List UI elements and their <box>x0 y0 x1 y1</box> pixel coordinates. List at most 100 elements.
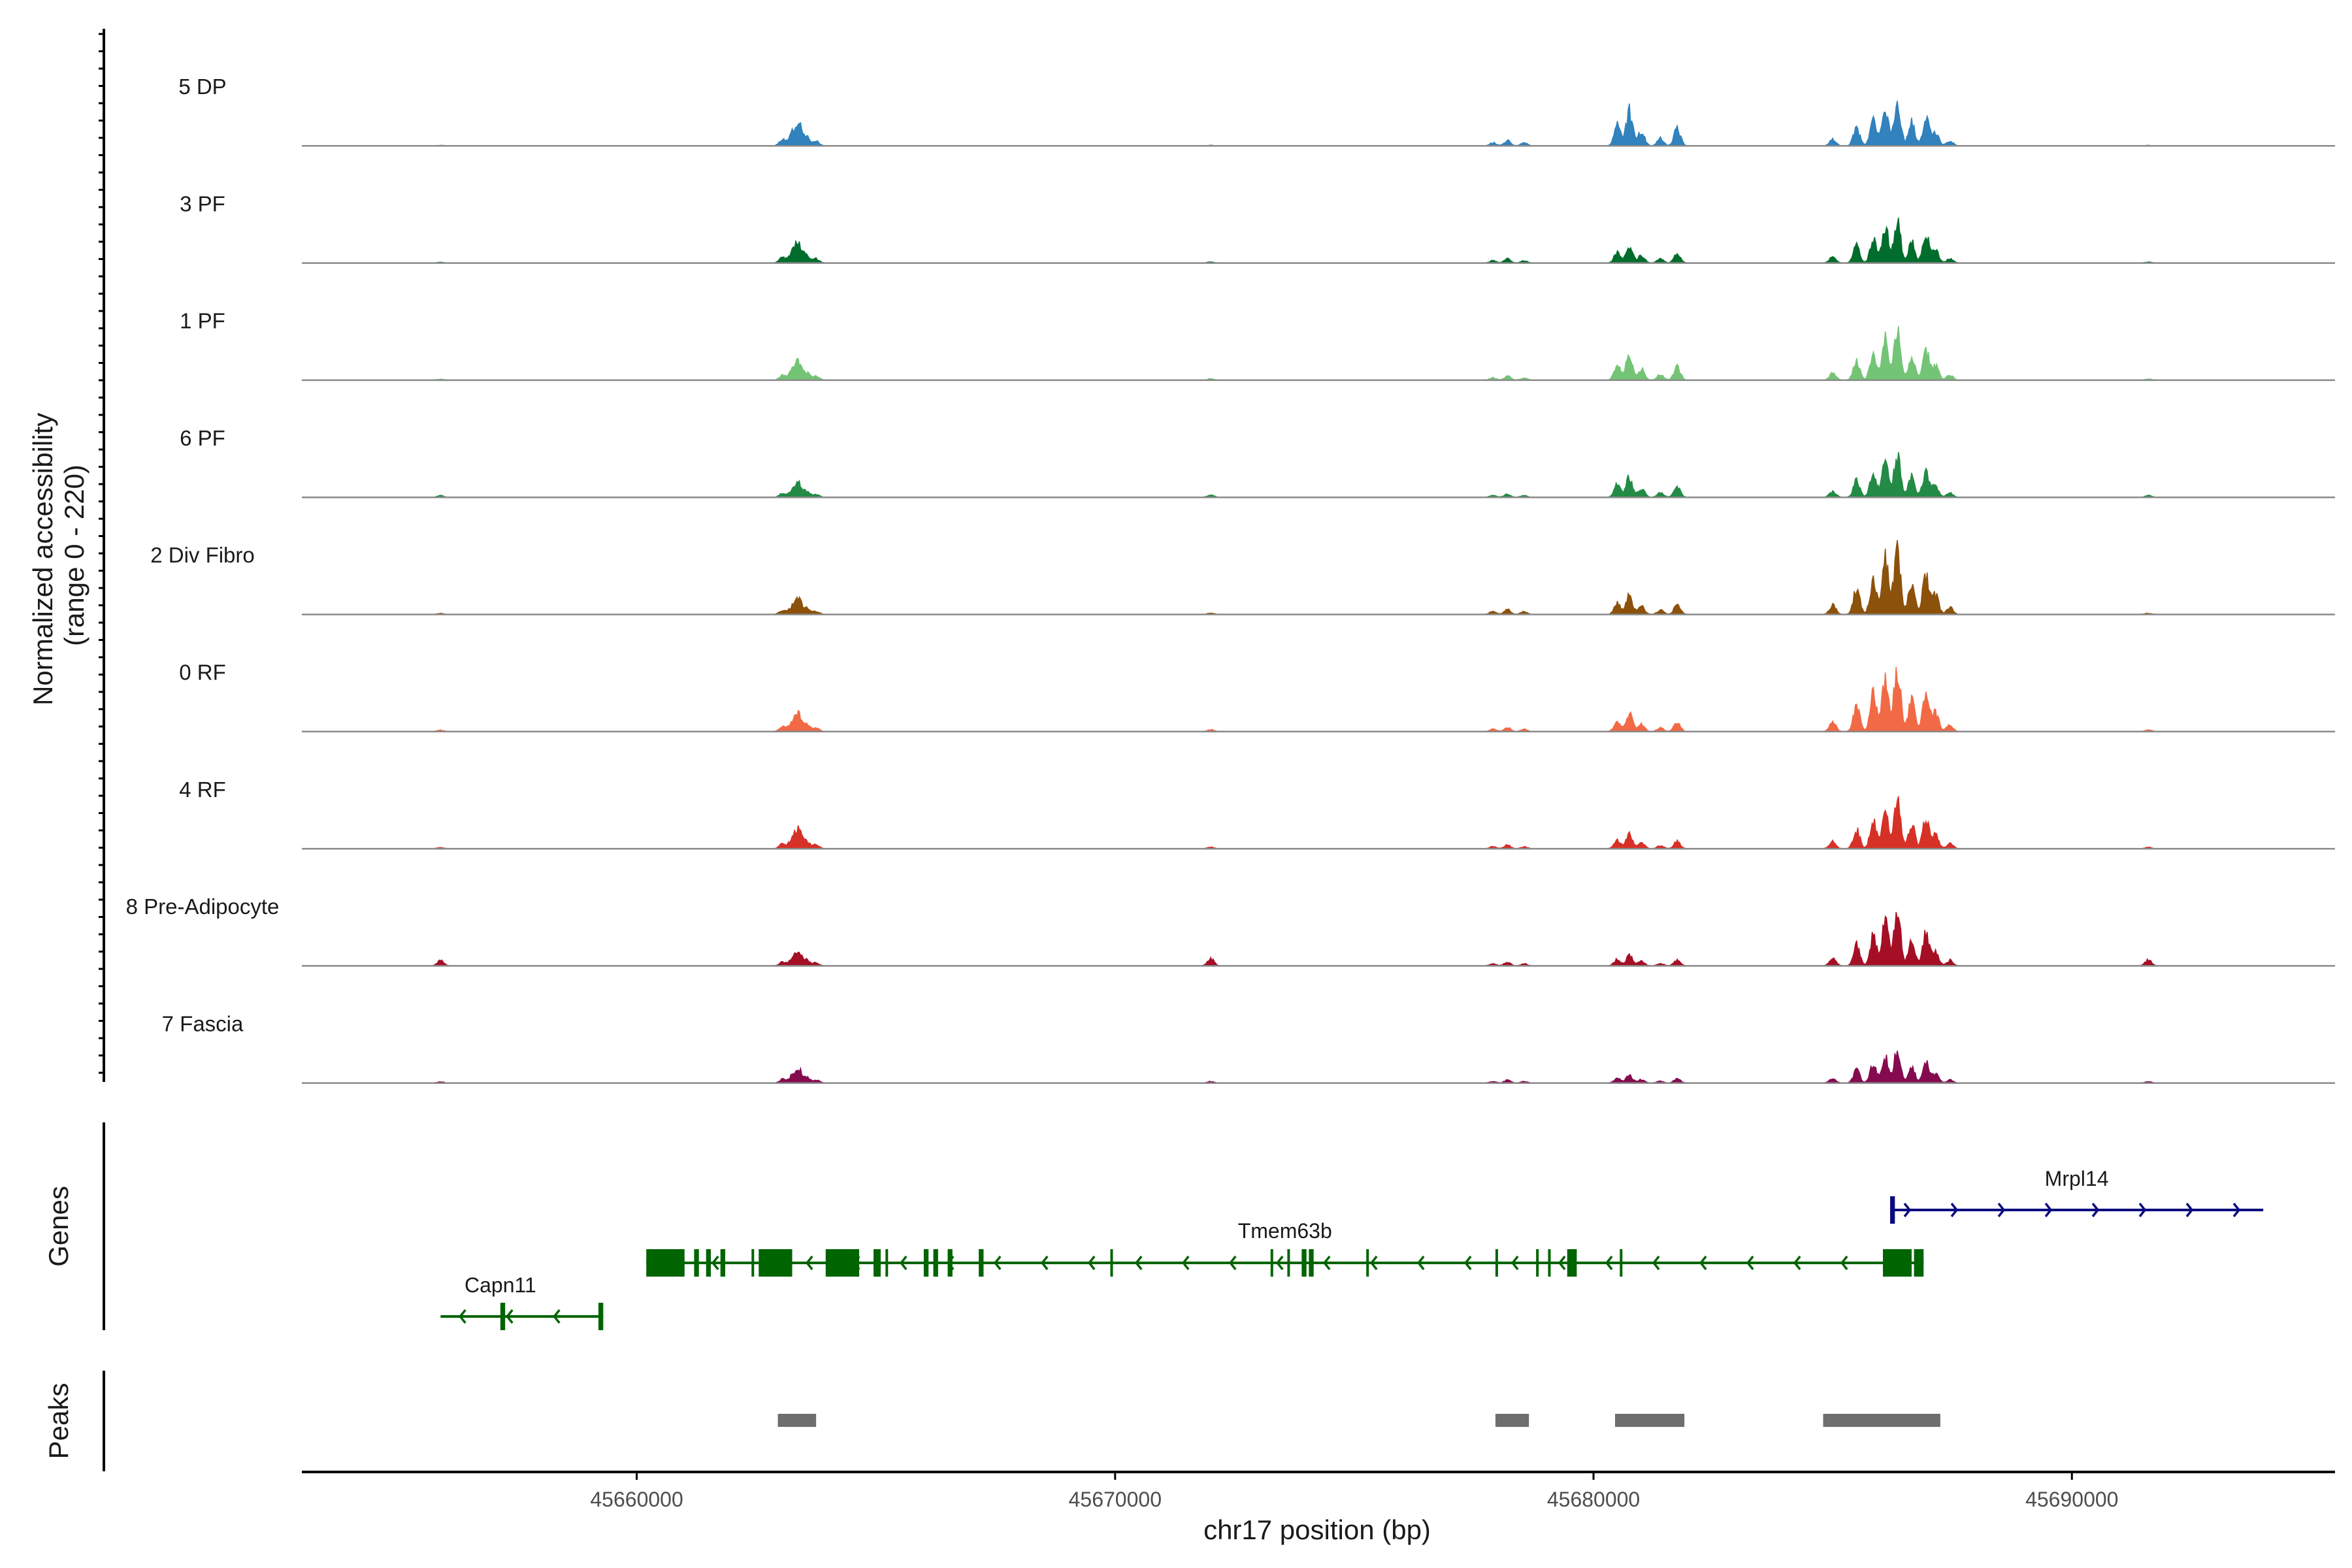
genes-panel: Genes Tmem63b Mrpl14 Capn11 <box>43 1122 2264 1330</box>
exon <box>500 1303 506 1330</box>
coverage-track: 7 Fascia <box>162 1011 2335 1084</box>
exon <box>933 1249 938 1277</box>
exon <box>1110 1249 1113 1277</box>
exon <box>1270 1249 1273 1277</box>
strand-arrow <box>1950 1202 1959 1218</box>
strand-arrow <box>1652 1255 1660 1271</box>
exon <box>646 1249 685 1277</box>
exon <box>1309 1249 1314 1277</box>
strand-arrow <box>2138 1202 2147 1218</box>
exon <box>1536 1249 1539 1277</box>
exon <box>1548 1249 1551 1277</box>
gene: Tmem63b <box>646 1219 1924 1277</box>
track-label: 5 DP <box>178 74 226 99</box>
exon <box>923 1249 929 1277</box>
peak-region <box>1823 1414 1940 1427</box>
exon <box>1914 1249 1924 1277</box>
exon <box>720 1249 726 1277</box>
peak-region <box>1495 1414 1529 1427</box>
strand-arrow <box>1040 1255 1049 1271</box>
coverage-area <box>416 217 2274 264</box>
strand-arrow <box>1997 1202 2006 1218</box>
strand-arrow <box>2185 1202 2194 1218</box>
x-tick-label: 45660000 <box>590 1488 683 1511</box>
track-label: 1 PF <box>180 309 225 333</box>
strand-arrow <box>459 1309 466 1324</box>
exon <box>874 1249 881 1277</box>
gene: Mrpl14 <box>1890 1167 2264 1224</box>
gene: Capn11 <box>440 1273 604 1330</box>
strand-arrow <box>1793 1255 1801 1271</box>
coverage-area <box>416 326 2274 381</box>
coverage-track: 6 PF <box>180 426 2335 498</box>
strand-arrow <box>1275 1255 1284 1271</box>
exon <box>598 1303 604 1330</box>
gene-name: Tmem63b <box>1238 1219 1332 1243</box>
strand-arrow <box>2044 1202 2053 1218</box>
strand-arrow <box>1463 1255 1472 1271</box>
coverage-track: 3 PF <box>180 191 2335 264</box>
strand-arrow <box>553 1309 561 1324</box>
strand-arrow <box>1416 1255 1425 1271</box>
strand-arrow <box>1605 1255 1613 1271</box>
peak-region <box>777 1414 817 1427</box>
x-axis-title: chr17 position (bp) <box>1203 1514 1431 1545</box>
coverage-area <box>416 451 2274 498</box>
track-label: 4 RF <box>179 777 226 802</box>
coverage-area <box>416 796 2274 849</box>
x-tick-label: 45670000 <box>1069 1488 1162 1511</box>
strand-arrow <box>899 1255 907 1271</box>
exon <box>759 1249 792 1277</box>
exon <box>694 1249 699 1277</box>
strand-arrow <box>1558 1255 1566 1271</box>
strand-arrow <box>2232 1202 2241 1218</box>
strand-arrow <box>805 1255 813 1271</box>
strand-arrow <box>1511 1255 1519 1271</box>
coverage-track: 8 Pre-Adipocyte <box>126 894 2335 967</box>
exon <box>1890 1196 1895 1224</box>
x-tick-label: 45690000 <box>2025 1488 2118 1511</box>
exon <box>1495 1249 1498 1277</box>
strand-arrow <box>1903 1202 1912 1218</box>
track-label: 7 Fascia <box>162 1011 244 1036</box>
exon <box>1567 1249 1577 1277</box>
exon <box>1301 1249 1307 1277</box>
strand-arrow <box>1840 1255 1848 1271</box>
exon <box>1366 1249 1369 1277</box>
track-label: 2 Div Fibro <box>150 543 255 567</box>
coverage-tracks: 5 DP 3 PF 1 PF 6 PF 2 Div Fibro 0 RF 4 RF 8 Pre… <box>126 74 2335 1084</box>
peak-region <box>1614 1414 1685 1427</box>
exon <box>947 1249 953 1277</box>
coverage-track: 1 PF <box>180 309 2335 382</box>
peaks-panel: Peaks <box>43 1371 1940 1471</box>
coverage-area <box>416 667 2274 732</box>
coverage-area <box>416 1051 2274 1084</box>
x-tick-label: 45680000 <box>1547 1488 1640 1511</box>
coverage-track: 2 Div Fibro <box>150 540 2335 615</box>
strand-arrow <box>1087 1255 1096 1271</box>
track-label: 6 PF <box>180 426 225 450</box>
coverage-area <box>416 911 2274 967</box>
y-axis-title-main: Normalized accessibility <box>27 413 58 706</box>
exon <box>706 1249 711 1277</box>
y-axis-title-range: (range 0 - 220) <box>59 465 90 646</box>
strand-arrow <box>1746 1255 1754 1271</box>
track-label: 3 PF <box>180 191 225 216</box>
coverage-area <box>416 101 2274 147</box>
x-axis: 45660000 45670000 45680000 45690000 <box>302 1471 2335 1511</box>
exon <box>751 1249 755 1277</box>
gene-name: Mrpl14 <box>2045 1167 2109 1190</box>
exon <box>1883 1249 1912 1277</box>
coverage-track: 5 DP <box>178 74 2335 147</box>
exon <box>885 1249 889 1277</box>
track-label: 0 RF <box>179 661 226 685</box>
gene-name: Capn11 <box>465 1273 536 1297</box>
track-label: 8 Pre-Adipocyte <box>126 894 280 919</box>
strand-arrow <box>711 1255 719 1271</box>
coverage-area <box>416 540 2274 615</box>
peaks-label: Peaks <box>43 1383 74 1460</box>
strand-arrow <box>1228 1255 1237 1271</box>
strand-arrow <box>2091 1202 2100 1218</box>
strand-arrow <box>1134 1255 1143 1271</box>
